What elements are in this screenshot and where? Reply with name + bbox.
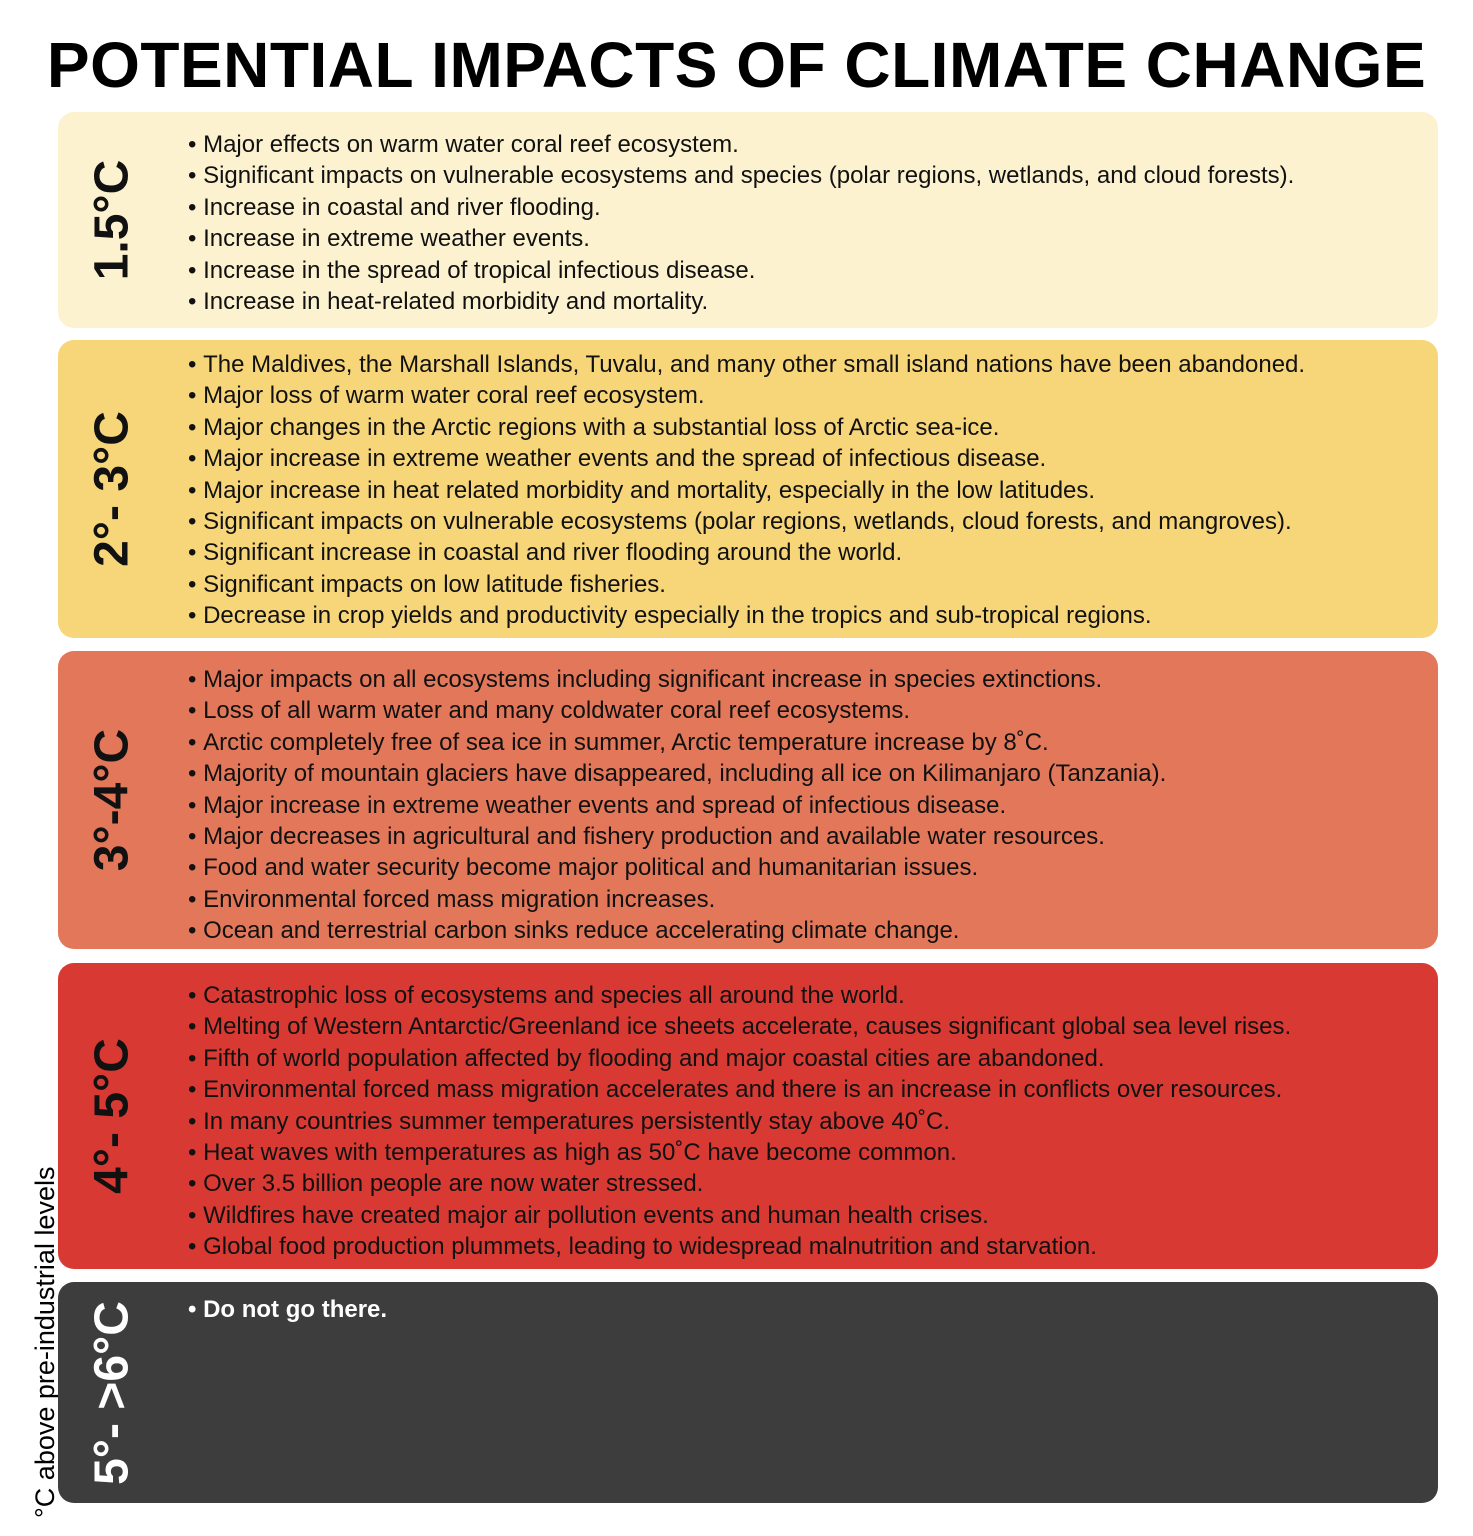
impact-band-4-5c: 4°- 5°C Catastrophic loss of ecosystems …: [58, 963, 1438, 1269]
impact-item: Major increase in heat related morbidity…: [188, 475, 1426, 506]
impact-item: Significant impacts on low latitude fish…: [188, 569, 1426, 600]
impact-list: Catastrophic loss of ecosystems and spec…: [188, 980, 1426, 1263]
impact-item: Environmental forced mass migration incr…: [188, 884, 1426, 915]
impact-item: Melting of Western Antarctic/Greenland i…: [188, 1011, 1426, 1042]
impact-item: Catastrophic loss of ecosystems and spec…: [188, 980, 1426, 1011]
impact-band-1-5c: 1.5°C Major effects on warm water coral …: [58, 112, 1438, 328]
impact-item: Significant increase in coastal and rive…: [188, 537, 1426, 568]
impact-item: Major changes in the Arctic regions with…: [188, 412, 1426, 443]
impact-item: Fifth of world population affected by fl…: [188, 1043, 1426, 1074]
impact-item: Loss of all warm water and many coldwate…: [188, 695, 1426, 726]
band-temperature-label: 1.5°C: [80, 112, 144, 328]
impact-item: Heat waves with temperatures as high as …: [188, 1137, 1426, 1168]
impact-item: Increase in the spread of tropical infec…: [188, 255, 1426, 286]
impact-item: Majority of mountain glaciers have disap…: [188, 758, 1426, 789]
band-temperature-label: 2°- 3°C: [80, 340, 144, 638]
impact-item: Major increase in extreme weather events…: [188, 790, 1426, 821]
impact-item: Major decreases in agricultural and fish…: [188, 821, 1426, 852]
impact-item: Major loss of warm water coral reef ecos…: [188, 380, 1426, 411]
impact-list: The Maldives, the Marshall Islands, Tuva…: [188, 349, 1426, 632]
impact-band-5-6c: 5°- >6°C Do not go there.: [58, 1282, 1438, 1503]
page-title: POTENTIAL IMPACTS OF CLIMATE CHANGE: [46, 29, 1427, 101]
impact-item: Significant impacts on vulnerable ecosys…: [188, 506, 1426, 537]
impact-item: Wildfires have created major air polluti…: [188, 1200, 1426, 1231]
impact-item: Arctic completely free of sea ice in sum…: [188, 727, 1426, 758]
band-temperature-label: 4°- 5°C: [80, 963, 144, 1269]
band-temperature-text: 3°-4°C: [85, 728, 139, 872]
band-temperature-label: 5°- >6°C: [80, 1282, 144, 1503]
impact-item: In many countries summer temperatures pe…: [188, 1106, 1426, 1137]
impact-item: Major impacts on all ecosystems includin…: [188, 664, 1426, 695]
impact-item: Ocean and terrestrial carbon sinks reduc…: [188, 915, 1426, 946]
impact-list: Major impacts on all ecosystems includin…: [188, 664, 1426, 947]
impact-item: Global food production plummets, leading…: [188, 1231, 1426, 1262]
impact-item: Over 3.5 billion people are now water st…: [188, 1168, 1426, 1199]
impact-item: Do not go there.: [188, 1294, 1426, 1325]
impact-item: The Maldives, the Marshall Islands, Tuva…: [188, 349, 1426, 380]
band-temperature-text: 1.5°C: [85, 159, 139, 281]
impact-list: Major effects on warm water coral reef e…: [188, 129, 1426, 317]
impact-item: Major effects on warm water coral reef e…: [188, 129, 1426, 160]
impact-item: Significant impacts on vulnerable ecosys…: [188, 160, 1426, 191]
y-axis-label: °C above pre-industrial levels: [30, 1166, 60, 1518]
impact-item: Decrease in crop yields and productivity…: [188, 600, 1426, 631]
band-temperature-label: 3°-4°C: [80, 651, 144, 949]
impact-band-3-4c: 3°-4°C Major impacts on all ecosystems i…: [58, 651, 1438, 949]
band-temperature-text: 4°- 5°C: [85, 1038, 139, 1194]
impact-band-2-3c: 2°- 3°C The Maldives, the Marshall Islan…: [58, 340, 1438, 638]
band-temperature-text: 2°- 3°C: [85, 411, 139, 567]
impact-item: Increase in coastal and river flooding.: [188, 192, 1426, 223]
impact-item: Increase in extreme weather events.: [188, 223, 1426, 254]
impact-list: Do not go there.: [188, 1294, 1426, 1325]
impact-item: Increase in heat-related morbidity and m…: [188, 286, 1426, 317]
impact-item: Major increase in extreme weather events…: [188, 443, 1426, 474]
impact-item: Food and water security become major pol…: [188, 852, 1426, 883]
impact-item: Environmental forced mass migration acce…: [188, 1074, 1426, 1105]
band-temperature-text: 5°- >6°C: [85, 1300, 139, 1485]
